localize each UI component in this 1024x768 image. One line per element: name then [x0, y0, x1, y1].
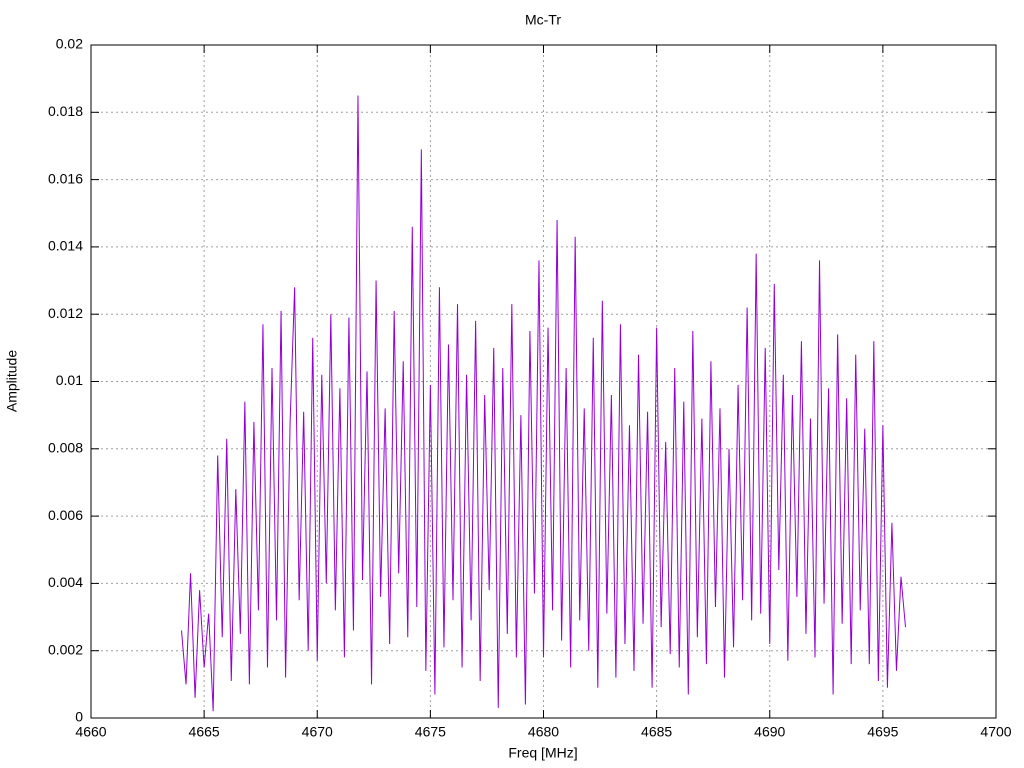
x-tick-label: 4695	[867, 724, 898, 740]
y-tick-label: 0.006	[48, 507, 83, 523]
y-tick-label: 0.014	[48, 238, 83, 254]
x-tick-label: 4670	[302, 724, 333, 740]
x-tick-label: 4685	[641, 724, 672, 740]
x-tick-label: 4700	[980, 724, 1011, 740]
plot-frame	[90, 44, 997, 719]
y-tick-label: 0.002	[48, 641, 83, 657]
y-tick-label: 0.01	[56, 372, 83, 388]
y-tick-label: 0.008	[48, 440, 83, 456]
y-tick-label: 0.004	[48, 574, 83, 590]
x-tick-label: 4690	[754, 724, 785, 740]
y-tick-label: 0.018	[48, 103, 83, 119]
y-axis-label: Amplitude	[4, 350, 20, 412]
y-tick-label: 0.012	[48, 305, 83, 321]
x-tick-label: 4675	[415, 724, 446, 740]
y-tick-label: 0.02	[56, 36, 83, 52]
x-tick-label: 4665	[189, 724, 220, 740]
x-axis-label: Freq [MHz]	[508, 745, 577, 761]
chart-title: Mc-Tr	[525, 12, 561, 28]
y-tick-label: 0	[75, 709, 83, 725]
x-tick-label: 4680	[528, 724, 559, 740]
data-line	[181, 95, 906, 712]
y-tick-label: 0.016	[48, 170, 83, 186]
x-tick-label: 4660	[75, 724, 106, 740]
